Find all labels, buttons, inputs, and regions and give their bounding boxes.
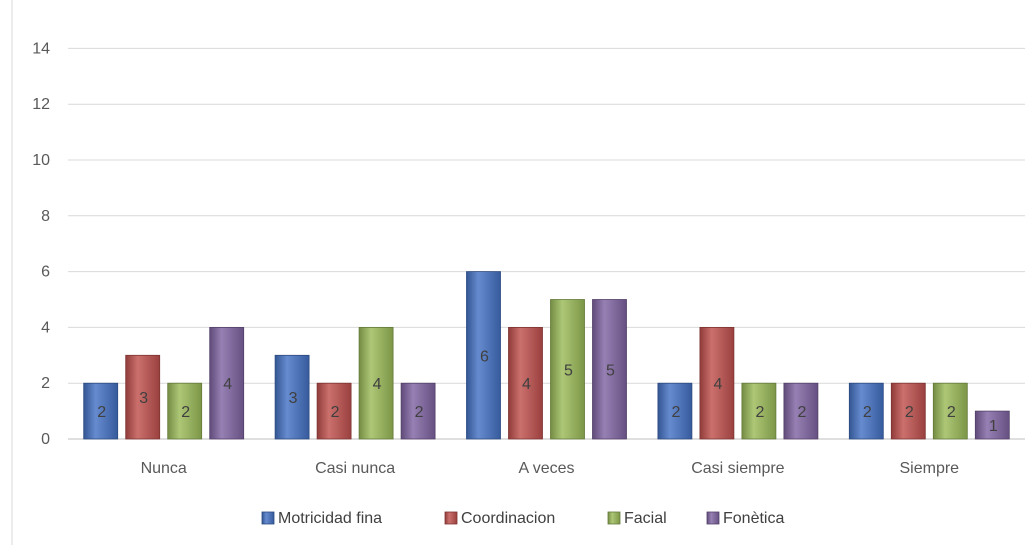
x-category-label: A veces [518, 460, 574, 477]
bar-data-label: 1 [989, 418, 998, 435]
bar [466, 271, 501, 440]
legend-swatch [706, 511, 720, 525]
legend-swatch [444, 511, 458, 525]
bar-data-label: 4 [373, 376, 382, 393]
x-category-label: Casi nunca [315, 460, 395, 477]
y-tick-label: 2 [41, 375, 50, 392]
bar [508, 326, 543, 440]
bar-data-label: 2 [863, 404, 872, 421]
bar-data-label: 4 [713, 376, 722, 393]
x-category-label: Nunca [141, 460, 187, 477]
bar [890, 382, 926, 440]
bar-data-label: 2 [331, 404, 340, 421]
legend-swatch [607, 511, 621, 525]
bar [741, 382, 777, 440]
bar-data-label: 4 [223, 376, 232, 393]
bar-data-label: 3 [139, 390, 148, 407]
y-tick-label: 10 [32, 152, 50, 169]
y-tick-label: 8 [41, 208, 50, 225]
bar-data-label: 5 [564, 362, 573, 379]
bar [125, 354, 161, 440]
bar-data-label: 5 [606, 362, 615, 379]
x-axis-categories: Nunca Casi nunca A veces Casi siempre Siempr… [141, 460, 960, 477]
bar-data-label: 2 [797, 404, 806, 421]
legend-label: Motricidad fina [278, 510, 382, 527]
legend: Motricidad fina Coordinacion Facial Fonètic… [261, 510, 784, 527]
x-category-label: Siempre [900, 460, 960, 477]
bar-data-label: 2 [181, 404, 190, 421]
bar-data-label: 3 [289, 390, 298, 407]
y-tick-label: 12 [32, 96, 50, 113]
legend-label: Fonètica [723, 510, 784, 527]
bar [358, 326, 394, 440]
bar [400, 382, 436, 440]
bar-data-label: 6 [480, 348, 489, 365]
bar [932, 382, 968, 440]
bar [657, 382, 693, 440]
y-tick-label: 6 [41, 264, 50, 281]
bar-data-label: 2 [97, 404, 106, 421]
bar-data-label: 2 [671, 404, 680, 421]
bar-data-label: 2 [947, 404, 956, 421]
bar [83, 382, 119, 440]
bars: 2 3 2 4 3 2 4 2 6 4 5 5 2 4 2 2 2 2 2 1 [83, 271, 1010, 440]
bar-data-label: 4 [522, 376, 531, 393]
bar [274, 354, 310, 440]
bar [316, 382, 352, 440]
bar [783, 382, 819, 440]
bar [699, 326, 735, 440]
bar [592, 299, 627, 440]
bar-data-label: 2 [755, 404, 764, 421]
y-tick-label: 14 [32, 40, 50, 57]
legend-label: Coordinacion [461, 510, 555, 527]
bar [974, 410, 1010, 440]
y-tick-label: 0 [41, 431, 50, 448]
x-category-label: Casi siempre [691, 460, 784, 477]
bar-data-label: 2 [905, 404, 914, 421]
bar [550, 299, 585, 440]
bar [209, 326, 245, 440]
bar [167, 382, 203, 440]
y-tick-label: 4 [41, 319, 50, 336]
legend-label: Facial [624, 510, 667, 527]
y-axis-ticks: 0 2 4 6 8 10 12 14 [32, 40, 50, 448]
bar [848, 382, 884, 440]
legend-swatch [261, 511, 275, 525]
bar-data-label: 2 [415, 404, 424, 421]
